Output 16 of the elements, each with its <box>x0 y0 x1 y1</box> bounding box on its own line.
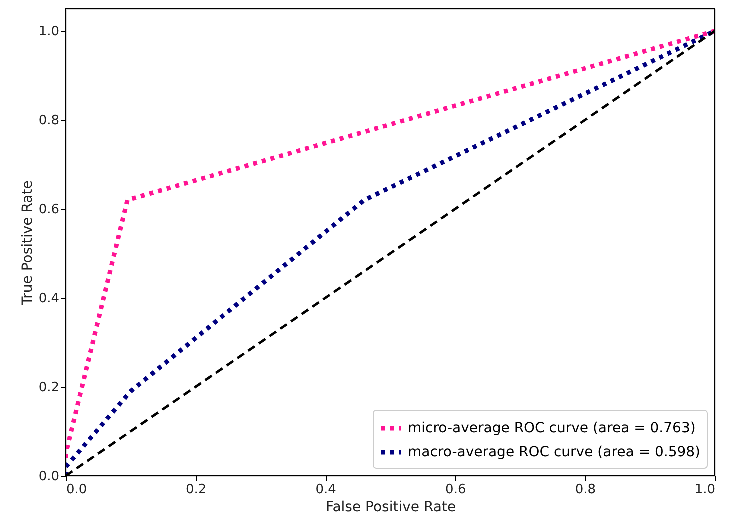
x-axis-title: False Positive Rate <box>326 500 456 516</box>
y-tick-label: 0.4 <box>38 292 60 307</box>
x-tick-label: 0.8 <box>575 482 596 498</box>
y-axis-title: True Positive Rate <box>20 180 36 306</box>
y-tick-label: 0.6 <box>38 202 60 218</box>
y-tick-label: 0.8 <box>38 114 60 129</box>
legend-label: macro-average ROC curve (area = 0.598) <box>408 444 701 460</box>
x-tick-label: 0.6 <box>446 482 466 498</box>
legend-label: micro-average ROC curve (area = 0.763) <box>408 420 696 436</box>
x-tick-label: 0.4 <box>316 482 336 498</box>
y-tick-label: 1.0 <box>38 24 60 40</box>
x-tick-label: 1.0 <box>694 482 716 498</box>
y-tick-label: 0.0 <box>38 470 60 484</box>
y-tick-label: 0.2 <box>38 380 60 396</box>
x-tick-label: 0.2 <box>186 482 207 498</box>
x-tick-label: 0.0 <box>66 482 88 498</box>
